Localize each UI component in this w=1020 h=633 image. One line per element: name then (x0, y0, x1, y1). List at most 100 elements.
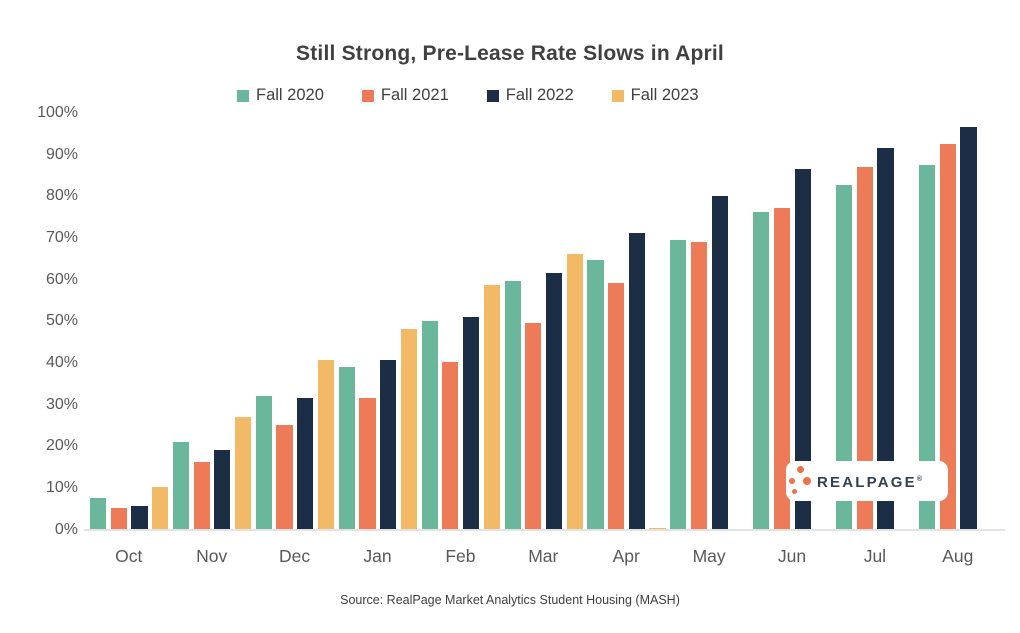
x-label-aug: Aug (942, 546, 974, 566)
bar-fall-2020-apr (587, 260, 604, 529)
bar-group-may (670, 113, 748, 529)
bar-fall-2022-jan (380, 360, 397, 529)
bar-fall-2020-dec (255, 395, 272, 529)
x-label-apr: Apr (612, 546, 640, 566)
bar-fall-2021-may (690, 241, 708, 529)
bar-fall-2023-feb (483, 285, 500, 529)
plot-area: 100% 90% 80% 70% 60% 50% 40% 30% 20% 10% 0% (0, 104, 1020, 538)
legend-label-fall-2021: Fall 2021 (380, 86, 449, 104)
legend-item-fall-2020: Fall 2020 (237, 86, 324, 105)
bar-slot-fall-2021-may (690, 113, 708, 529)
bar-fall-2022-jul (877, 147, 894, 529)
x-label-jul: Jul (863, 546, 887, 566)
bar-slot-fall-2020-jun (753, 113, 770, 529)
x-label-feb: Feb (445, 546, 476, 566)
bar-slot-fall-2022-dec (297, 113, 314, 529)
bar-slot-fall-2021-dec (276, 113, 293, 529)
bar-group-apr (587, 113, 666, 529)
logo-dot-icon (797, 466, 804, 473)
y-tick-90pct: 90% (45, 145, 78, 163)
x-label-nov: Nov (196, 546, 228, 566)
bar-fall-2022-dec (297, 397, 314, 529)
bar-fall-2022-feb (462, 316, 480, 529)
y-tick-50pct: 50% (45, 312, 78, 330)
y-tick-40pct: 40% (45, 353, 78, 371)
bar-slot-fall-2020-nov (172, 113, 190, 529)
bar-fall-2020-feb (421, 320, 438, 529)
bar-fall-2021-feb (442, 362, 459, 529)
bar-fall-2021-aug (939, 143, 956, 529)
bar-slot-fall-2021-nov (193, 113, 210, 529)
bar-slot-fall-2020-dec (255, 113, 272, 529)
bar-fall-2020-nov (172, 441, 190, 529)
y-tick-70pct: 70% (45, 228, 78, 246)
bar-slot-fall-2023-may (732, 113, 748, 529)
x-label-mar: Mar (528, 546, 559, 566)
bar-slot-fall-2023-jan (400, 113, 417, 529)
bar-group-jan (338, 113, 417, 529)
bar-slot-fall-2022-feb (462, 113, 480, 529)
x-axis-line (84, 529, 1005, 531)
bar-group-nov (172, 113, 252, 529)
legend-swatch-fall-2023 (611, 89, 624, 102)
bar-fall-2020-jan (338, 366, 355, 529)
legend-item-fall-2022: Fall 2022 (486, 86, 574, 105)
bar-slot-fall-2022-jun (794, 113, 811, 529)
bar-slot-fall-2020-may (670, 113, 687, 529)
x-label-dec: Dec (279, 546, 311, 566)
bar-slot-fall-2022-may (711, 113, 728, 529)
logo-dot-icon (792, 489, 797, 494)
bar-fall-2023-dec (317, 360, 335, 529)
bar-fall-2021-apr (608, 283, 625, 529)
bar-slot-fall-2021-jan (359, 113, 376, 529)
y-tick-100pct: 100% (37, 104, 78, 121)
bar-slot-fall-2020-apr (587, 113, 604, 529)
bar-fall-2022-apr (628, 233, 645, 529)
bar-slot-fall-2022-oct (131, 113, 148, 529)
legend: Fall 2020 Fall 2021 Fall 2022 Fall 2023 (237, 86, 699, 105)
bar-slot-fall-2022-jul (877, 113, 894, 529)
bar-slot-fall-2022-aug (960, 113, 977, 529)
bar-fall-2022-oct (131, 506, 148, 529)
bar-slot-fall-2021-feb (442, 113, 459, 529)
bar-fall-2020-aug (919, 164, 936, 529)
bar-fall-2022-nov (214, 449, 231, 529)
bar-group-jun (753, 113, 831, 529)
realpage-logo: REALPAGE® (786, 461, 948, 501)
bar-fall-2021-dec (276, 424, 293, 529)
bar-slot-fall-2021-aug (939, 113, 956, 529)
y-tick-0pct: 0% (54, 520, 78, 538)
bar-fall-2022-aug (960, 127, 977, 529)
bar-fall-2023-jan (400, 329, 417, 529)
legend-label-fall-2020: Fall 2020 (256, 86, 324, 104)
bar-fall-2020-oct (90, 497, 107, 529)
bar-fall-2022-may (711, 195, 728, 529)
legend-swatch-fall-2022 (486, 89, 499, 102)
bar-group-dec (255, 113, 335, 529)
bar-slot-fall-2023-aug (981, 113, 997, 529)
bar-slot-fall-2021-jul (856, 113, 873, 529)
bar-group-aug (919, 113, 997, 529)
bar-slot-fall-2022-mar (545, 113, 563, 529)
legend-swatch-fall-2021 (361, 89, 374, 102)
bar-slot-fall-2021-mar (525, 113, 542, 529)
bar-fall-2023-apr (649, 528, 666, 529)
bar-slot-fall-2021-apr (608, 113, 625, 529)
bar-slot-fall-2022-nov (214, 113, 231, 529)
bar-group-feb (421, 113, 500, 529)
bar-slot-fall-2020-mar (504, 113, 521, 529)
bar-slot-fall-2020-feb (421, 113, 438, 529)
bar-fall-2020-jun (753, 212, 770, 529)
bar-fall-2021-jun (773, 208, 791, 529)
legend-item-fall-2021: Fall 2021 (361, 86, 449, 105)
bar-slot-fall-2020-jul (836, 113, 853, 529)
bar-slot-fall-2023-mar (566, 113, 583, 529)
bar-slot-fall-2021-oct (110, 113, 127, 529)
bar-group-mar (504, 113, 583, 529)
bar-slot-fall-2020-oct (90, 113, 107, 529)
chart-title: Still Strong, Pre-Lease Rate Slows in Ap… (296, 42, 724, 65)
bar-fall-2021-jan (359, 397, 376, 529)
bar-slot-fall-2020-aug (919, 113, 936, 529)
y-tick-60pct: 60% (45, 270, 78, 288)
